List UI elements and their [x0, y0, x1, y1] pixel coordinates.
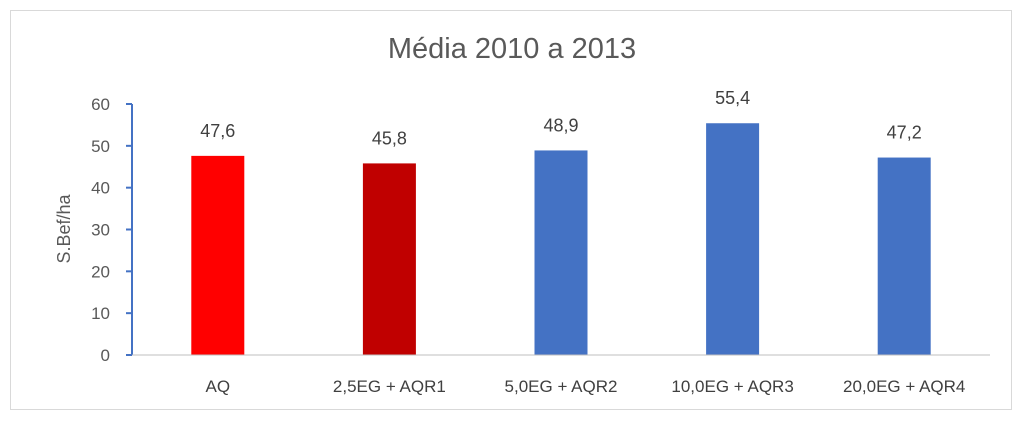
y-tick-label: 60	[91, 95, 110, 114]
bar	[191, 155, 245, 355]
category-label: 5,0EG + AQR2	[505, 377, 618, 396]
bar	[706, 123, 760, 355]
y-axis-label: S.Bef/ha	[54, 193, 74, 263]
bars: 47,6 45,8 48,9 55,4 47,2	[191, 88, 931, 355]
category-label: 20,0EG + AQR4	[843, 377, 965, 396]
chart-title: Média 2010 a 2013	[388, 33, 636, 65]
y-tick-label: 40	[91, 179, 110, 198]
bar	[362, 163, 416, 355]
data-label: 47,6	[200, 121, 235, 141]
category-label: 2,5EG + AQR1	[333, 377, 446, 396]
y-tick-label: 20	[91, 262, 110, 281]
x-axis: AQ 2,5EG + AQR1 5,0EG + AQR2 10,0EG + AQR3 2…	[132, 354, 990, 396]
y-tick-label: 30	[91, 221, 110, 240]
bar	[877, 157, 931, 355]
bar	[534, 150, 588, 355]
chart-frame	[10, 10, 1012, 410]
y-tick-label: 50	[91, 137, 110, 156]
data-label: 55,4	[715, 88, 750, 108]
data-label: 47,2	[887, 123, 922, 143]
data-label: 45,8	[372, 128, 407, 148]
data-label: 48,9	[543, 115, 578, 135]
category-label: AQ	[206, 377, 231, 396]
y-axis: 0 10 20 30 40 50 60	[91, 95, 133, 365]
y-tick-label: 10	[91, 304, 110, 323]
category-label: 10,0EG + AQR3	[671, 377, 793, 396]
y-tick-label: 0	[101, 346, 110, 365]
